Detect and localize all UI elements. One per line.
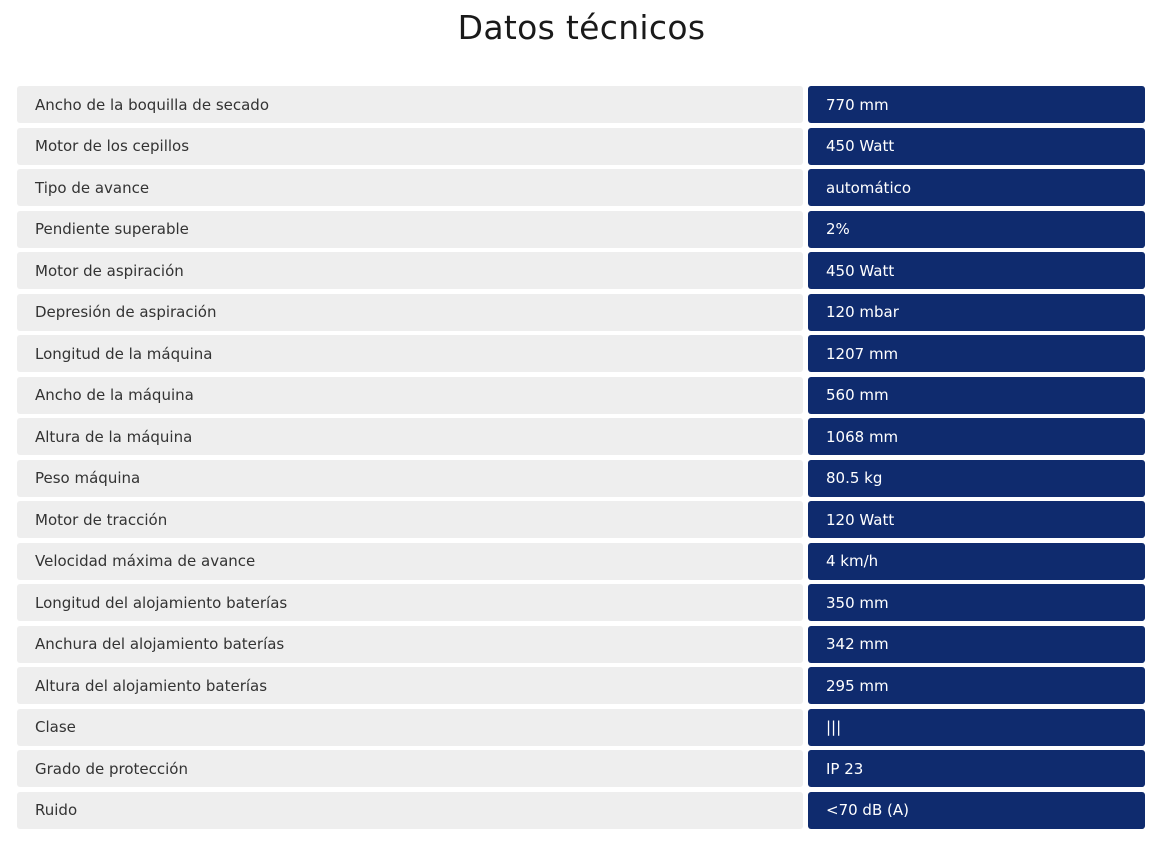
spec-row: Longitud de la máquina 1207 mm [17,335,1145,372]
spec-row: Altura del alojamiento baterías 295 mm [17,667,1145,704]
spec-value: 560 mm [808,376,1145,414]
spec-value: 80.5 kg [808,459,1145,497]
spec-label: Ancho de la máquina [17,376,803,414]
spec-value: 450 Watt [808,127,1145,165]
spec-label: Motor de los cepillos [17,127,803,165]
spec-value: 450 Watt [808,252,1145,289]
spec-value: 1207 mm [808,335,1145,372]
spec-value: 1068 mm [808,418,1145,455]
spec-row: Peso máquina 80.5 kg [17,459,1145,497]
spec-value: automático [808,169,1145,206]
spec-table: Ancho de la boquilla de secado 770 mm Mo… [17,86,1145,833]
spec-row: Motor de los cepillos 450 Watt [17,127,1145,165]
spec-row: Motor de tracción 120 Watt [17,501,1145,538]
spec-value: 4 km/h [808,542,1145,580]
spec-row: Tipo de avance automático [17,169,1145,206]
spec-value: 342 mm [808,625,1145,663]
spec-label: Motor de aspiración [17,252,803,289]
spec-label: Motor de tracción [17,501,803,538]
spec-row: Ancho de la máquina 560 mm [17,376,1145,414]
spec-value: ||| [808,708,1145,746]
spec-label: Longitud del alojamiento baterías [17,584,803,621]
spec-label: Altura de la máquina [17,418,803,455]
spec-label: Pendiente superable [17,210,803,248]
spec-value: <70 dB (A) [808,791,1145,829]
spec-row: Pendiente superable 2% [17,210,1145,248]
spec-value: IP 23 [808,750,1145,787]
spec-label: Clase [17,708,803,746]
spec-label: Ruido [17,791,803,829]
spec-label: Grado de protección [17,750,803,787]
spec-label: Velocidad máxima de avance [17,542,803,580]
spec-row: Ruido <70 dB (A) [17,791,1145,829]
spec-value: 120 mbar [808,293,1145,331]
spec-label: Tipo de avance [17,169,803,206]
spec-value: 770 mm [808,86,1145,123]
spec-row: Grado de protección IP 23 [17,750,1145,787]
spec-row: Velocidad máxima de avance 4 km/h [17,542,1145,580]
spec-label: Anchura del alojamiento baterías [17,625,803,663]
page-title: Datos técnicos [457,8,706,47]
spec-row: Motor de aspiración 450 Watt [17,252,1145,289]
spec-label: Longitud de la máquina [17,335,803,372]
spec-value: 2% [808,210,1145,248]
spec-row: Clase ||| [17,708,1145,746]
spec-row: Altura de la máquina 1068 mm [17,418,1145,455]
spec-value: 120 Watt [808,501,1145,538]
spec-value: 350 mm [808,584,1145,621]
spec-label: Peso máquina [17,459,803,497]
spec-label: Ancho de la boquilla de secado [17,86,803,123]
spec-row: Ancho de la boquilla de secado 770 mm [17,86,1145,123]
spec-row: Anchura del alojamiento baterías 342 mm [17,625,1145,663]
spec-label: Depresión de aspiración [17,293,803,331]
spec-label: Altura del alojamiento baterías [17,667,803,704]
spec-row: Depresión de aspiración 120 mbar [17,293,1145,331]
spec-value: 295 mm [808,667,1145,704]
spec-row: Longitud del alojamiento baterías 350 mm [17,584,1145,621]
